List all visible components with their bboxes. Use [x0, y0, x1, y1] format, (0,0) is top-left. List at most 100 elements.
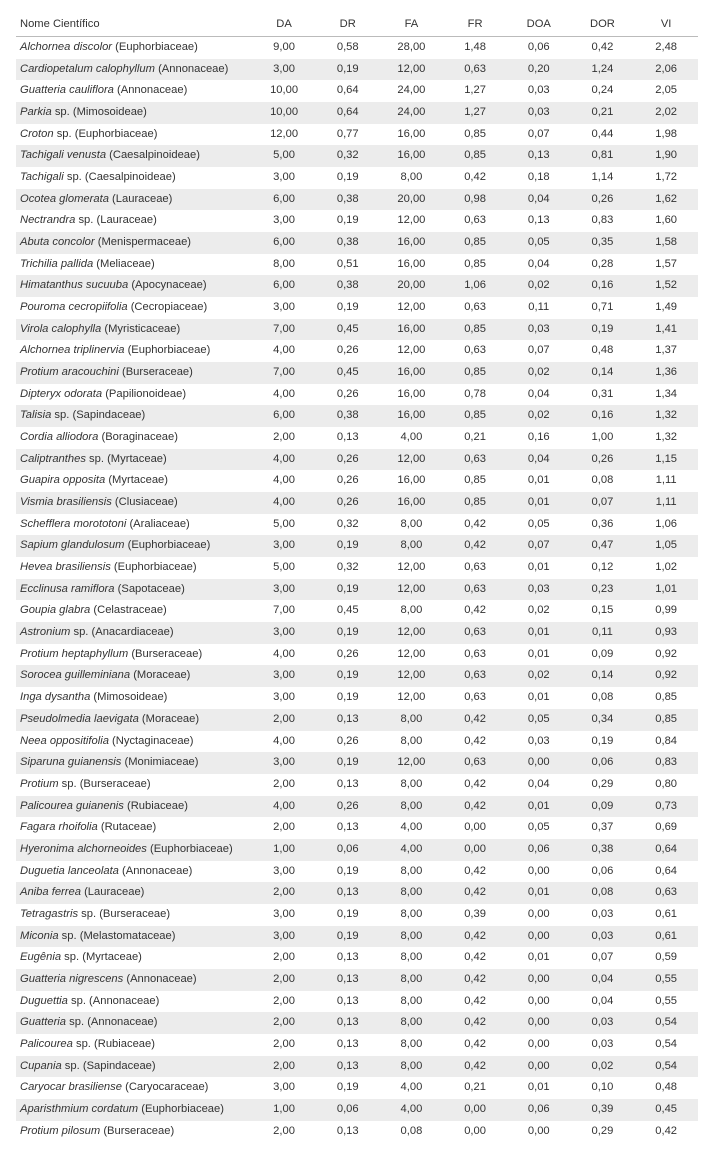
cell-fr: 0,42 — [443, 882, 507, 904]
cell-dr: 0,19 — [316, 622, 380, 644]
family-name: (Lauraceae) — [97, 214, 157, 226]
cell-fa: 16,00 — [380, 362, 444, 384]
cell-doa: 0,00 — [507, 1012, 571, 1034]
family-name: (Sapindaceae) — [72, 409, 145, 421]
cell-vi: 1,36 — [634, 362, 698, 384]
cell-dr: 0,26 — [316, 384, 380, 406]
cell-fa: 8,00 — [380, 882, 444, 904]
cell-dr: 0,26 — [316, 492, 380, 514]
cell-doa: 0,04 — [507, 384, 571, 406]
species-name: Cupania — [20, 1060, 65, 1072]
table-row: Palicourea sp. (Rubiaceae)2,000,138,000,… — [16, 1034, 698, 1056]
family-name: (Myrtaceae) — [108, 474, 168, 486]
species-name: Protium aracouchini — [20, 366, 119, 378]
cell-dr: 0,19 — [316, 926, 380, 948]
cell-fr: 0,42 — [443, 947, 507, 969]
cell-dr: 0,19 — [316, 665, 380, 687]
cell-nome: Guatteria cauliflora (Annonaceae) — [16, 80, 252, 102]
cell-fa: 8,00 — [380, 514, 444, 536]
cell-fa: 12,00 — [380, 557, 444, 579]
cell-fa: 4,00 — [380, 1099, 444, 1121]
species-name: Protium heptaphyllum — [20, 648, 128, 660]
family-name: (Annonaceae) — [122, 865, 192, 877]
cell-vi: 0,48 — [634, 1077, 698, 1099]
cell-nome: Protium sp. (Burseraceae) — [16, 774, 252, 796]
cell-da: 4,00 — [252, 470, 316, 492]
cell-dr: 0,13 — [316, 947, 380, 969]
cell-dor: 0,39 — [571, 1099, 635, 1121]
sp-label: sp. — [78, 214, 96, 226]
species-name: Sapium glandulosum — [20, 539, 124, 551]
cell-fa: 8,00 — [380, 535, 444, 557]
cell-fr: 0,21 — [443, 427, 507, 449]
cell-vi: 0,54 — [634, 1034, 698, 1056]
cell-doa: 0,00 — [507, 904, 571, 926]
cell-doa: 0,02 — [507, 275, 571, 297]
cell-dr: 0,19 — [316, 861, 380, 883]
table-row: Protium aracouchini (Burseraceae)7,000,4… — [16, 362, 698, 384]
cell-fa: 4,00 — [380, 817, 444, 839]
cell-vi: 0,64 — [634, 839, 698, 861]
species-name: Alchornea discolor — [20, 41, 112, 53]
cell-vi: 2,48 — [634, 37, 698, 59]
cell-nome: Parkia sp. (Mimosoideae) — [16, 102, 252, 124]
family-name: (Monimiaceae) — [125, 756, 199, 768]
table-row: Duguetia lanceolata (Annonaceae)3,000,19… — [16, 861, 698, 883]
cell-nome: Tetragastris sp. (Burseraceae) — [16, 904, 252, 926]
species-name: Ocotea glomerata — [20, 193, 109, 205]
cell-vi: 0,92 — [634, 665, 698, 687]
cell-nome: Protium aracouchini (Burseraceae) — [16, 362, 252, 384]
cell-dor: 0,34 — [571, 709, 635, 731]
cell-doa: 0,04 — [507, 449, 571, 471]
cell-da: 2,00 — [252, 774, 316, 796]
cell-da: 4,00 — [252, 384, 316, 406]
cell-da: 5,00 — [252, 557, 316, 579]
table-row: Aparisthmium cordatum (Euphorbiaceae)1,0… — [16, 1099, 698, 1121]
species-name: Tachigali venusta — [20, 149, 106, 161]
table-row: Inga dysantha (Mimosoideae)3,000,1912,00… — [16, 687, 698, 709]
cell-vi: 0,85 — [634, 709, 698, 731]
cell-fr: 0,85 — [443, 319, 507, 341]
cell-fa: 8,00 — [380, 600, 444, 622]
cell-dor: 1,14 — [571, 167, 635, 189]
cell-nome: Guapira opposita (Myrtaceae) — [16, 470, 252, 492]
cell-dr: 0,77 — [316, 124, 380, 146]
cell-dr: 0,51 — [316, 254, 380, 276]
cell-doa: 0,00 — [507, 991, 571, 1013]
family-name: (Caesalpinoideae) — [85, 171, 176, 183]
species-name: Sorocea guilleminiana — [20, 669, 130, 681]
cell-doa: 0,11 — [507, 297, 571, 319]
cell-vi: 0,54 — [634, 1012, 698, 1034]
cell-nome: Aniba ferrea (Lauraceae) — [16, 882, 252, 904]
table-row: Alchornea triplinervia (Euphorbiaceae)4,… — [16, 340, 698, 362]
cell-vi: 1,52 — [634, 275, 698, 297]
cell-da: 2,00 — [252, 1034, 316, 1056]
table-row: Tachigali sp. (Caesalpinoideae)3,000,198… — [16, 167, 698, 189]
sp-label: sp. — [57, 128, 75, 140]
table-row: Cupania sp. (Sapindaceae)2,000,138,000,4… — [16, 1056, 698, 1078]
cell-vi: 1,57 — [634, 254, 698, 276]
table-row: Himatanthus sucuuba (Apocynaceae)6,000,3… — [16, 275, 698, 297]
cell-da: 4,00 — [252, 731, 316, 753]
family-name: (Meliaceae) — [96, 258, 154, 270]
cell-fa: 4,00 — [380, 1077, 444, 1099]
cell-vi: 0,55 — [634, 969, 698, 991]
cell-vi: 0,85 — [634, 687, 698, 709]
species-name: Ecclinusa ramiflora — [20, 583, 115, 595]
cell-vi: 0,73 — [634, 796, 698, 818]
cell-dor: 0,09 — [571, 644, 635, 666]
species-name: Guatteria nigrescens — [20, 973, 123, 985]
cell-dr: 0,13 — [316, 774, 380, 796]
cell-fr: 0,42 — [443, 709, 507, 731]
cell-dor: 0,31 — [571, 384, 635, 406]
cell-nome: Protium pilosum (Burseraceae) — [16, 1121, 252, 1143]
cell-nome: Protium heptaphyllum (Burseraceae) — [16, 644, 252, 666]
cell-vi: 0,99 — [634, 600, 698, 622]
family-name: (Euphorbiaceae) — [150, 843, 233, 855]
family-name: (Euphorbiaceae) — [115, 41, 198, 53]
cell-vi: 1,37 — [634, 340, 698, 362]
cell-dor: 0,23 — [571, 579, 635, 601]
cell-vi: 1,60 — [634, 210, 698, 232]
cell-fr: 0,63 — [443, 210, 507, 232]
cell-dr: 0,13 — [316, 427, 380, 449]
